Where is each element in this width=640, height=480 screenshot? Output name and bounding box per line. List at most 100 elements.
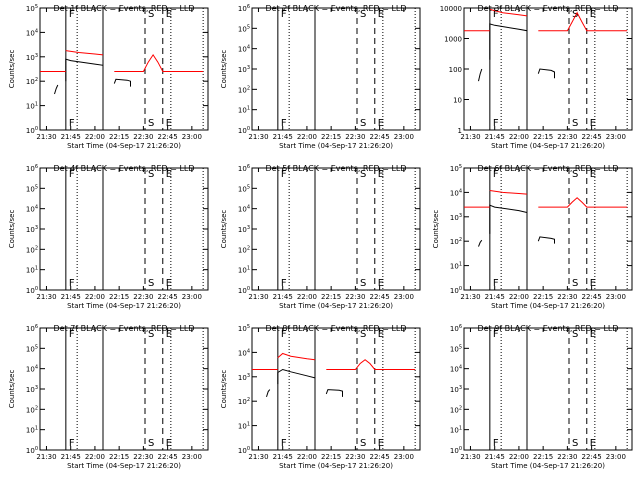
y-tick-label: 102 [450,237,462,246]
y-tick-label: 10 [453,97,462,105]
event-marker-s-top-label: S [360,329,366,340]
chart-title: Det 7f BLACK = Events, RED = LLD [53,324,194,333]
event-marker-s-top-label: S [572,329,578,340]
x-tick-label: 21:45 [61,453,81,461]
chart-title: Det 4f BLACK = Events, RED = LLD [53,164,194,173]
y-tick-label: 104 [26,28,38,37]
x-tick-label: 22:15 [321,293,341,301]
chart-panel-7: 21:30 21:45 22:00 22:15 22:30 22:45 23:00 100 10… [8,324,209,470]
event-marker-f-label: F [281,438,287,449]
y-tick-label: 10000 [440,5,462,13]
y-tick-label: 105 [450,164,462,173]
y-axis-label: Counts/sec [8,210,16,249]
y-tick-label: 105 [238,24,250,33]
chart-panel-5: 21:30 21:45 22:00 22:15 22:30 22:45 23:00 100 10… [220,164,421,310]
event-marker-e-top-label: E [378,169,384,180]
y-tick-label: 100 [26,446,38,455]
x-tick-label: 23:00 [394,133,414,141]
y-tick-label: 106 [238,164,250,173]
series-events-segment-3 [537,68,555,79]
x-tick-label: 21:45 [273,293,293,301]
y-tick-label: 101 [450,426,462,435]
y-tick-label: 106 [450,324,462,333]
event-marker-f-top-label: F [281,329,287,340]
x-tick-label: 22:00 [297,293,317,301]
y-tick-label: 102 [238,85,250,94]
event-marker-e-label: E [590,278,596,289]
x-tick-label: 22:00 [85,453,105,461]
y-tick-label: 102 [238,245,250,254]
x-tick-label: 22:00 [509,453,529,461]
series-lld-segment-2 [65,50,104,56]
event-marker-e-label: E [166,118,172,129]
series-events-segment-1 [478,239,483,247]
y-tick-label: 103 [26,53,38,62]
y-tick-label: 105 [238,324,250,333]
x-tick-label: 21:30 [36,453,56,461]
chart-title: Det 8f BLACK = Events, RED = LLD [265,324,406,333]
y-tick-label: 1 [458,127,462,135]
x-axis-label: Start Time (04-Sep-17 21:26:20) [67,302,181,310]
plot-frame [463,327,633,451]
x-tick-label: 22:00 [85,133,105,141]
y-tick-label: 104 [26,205,38,214]
y-tick-label: 100 [26,286,38,295]
event-marker-s-top-label: S [360,9,366,20]
x-tick-label: 21:45 [61,133,81,141]
event-marker-f-top-label: F [69,169,75,180]
y-axis-label: Counts/sec [220,210,228,249]
x-tick-label: 22:15 [109,133,129,141]
plot-frame [39,7,209,131]
x-tick-label: 23:00 [394,453,414,461]
x-tick-label: 21:30 [248,293,268,301]
event-marker-s-label: S [572,438,578,449]
chart-panel-9: 21:30 21:45 22:00 22:15 22:30 22:45 23:00 100 10… [450,324,633,470]
x-tick-label: 22:45 [370,133,390,141]
x-tick-label: 22:30 [345,133,365,141]
event-marker-e-label: E [378,278,384,289]
plot-frame [251,167,421,291]
x-tick-label: 21:30 [460,293,480,301]
x-tick-label: 21:45 [273,453,293,461]
y-tick-label: 104 [238,45,250,54]
event-marker-s-top-label: S [148,329,154,340]
event-marker-e-label: E [166,438,172,449]
event-marker-f-top-label: F [281,169,287,180]
event-marker-f-label: F [493,118,499,129]
chart-title: Det 9f BLACK = Events, RED = LLD [477,324,618,333]
x-tick-label: 21:30 [248,133,268,141]
y-tick-label: 105 [26,4,38,13]
series-lld-segment-3 [538,197,628,208]
event-marker-e-label: E [590,438,596,449]
y-tick-label: 101 [238,266,250,275]
y-tick-label: 104 [238,348,250,357]
event-marker-e-top-label: E [590,169,596,180]
event-marker-e-top-label: E [166,329,172,340]
y-tick-label: 103 [26,385,38,394]
y-tick-label: 103 [238,65,250,74]
plot-frame [251,7,421,131]
series-lld-segment-2 [489,190,528,195]
chart-panel-3: 21:30 21:45 22:00 22:15 22:30 22:45 23:00 1 10 10… [440,4,633,150]
x-tick-label: 22:30 [133,293,153,301]
y-tick-label: 100 [238,126,250,135]
series-events-segment-2 [277,368,316,385]
x-tick-label: 23:00 [182,133,202,141]
x-tick-label: 23:00 [606,453,626,461]
y-tick-label: 100 [450,286,462,295]
x-tick-label: 22:15 [533,133,553,141]
x-tick-label: 22:45 [158,133,178,141]
x-tick-label: 22:00 [509,133,529,141]
y-tick-label: 103 [238,373,250,382]
y-tick-label: 106 [238,4,250,13]
event-marker-f-label: F [69,438,75,449]
event-marker-f-top-label: F [493,169,499,180]
event-marker-e-top-label: E [590,329,596,340]
x-tick-label: 21:45 [485,133,505,141]
event-marker-e-label: E [378,118,384,129]
y-tick-label: 102 [238,397,250,406]
y-tick-label: 101 [26,266,38,275]
series-events-segment-3 [113,78,131,87]
x-tick-label: 22:45 [582,453,602,461]
plot-frame [39,167,209,291]
